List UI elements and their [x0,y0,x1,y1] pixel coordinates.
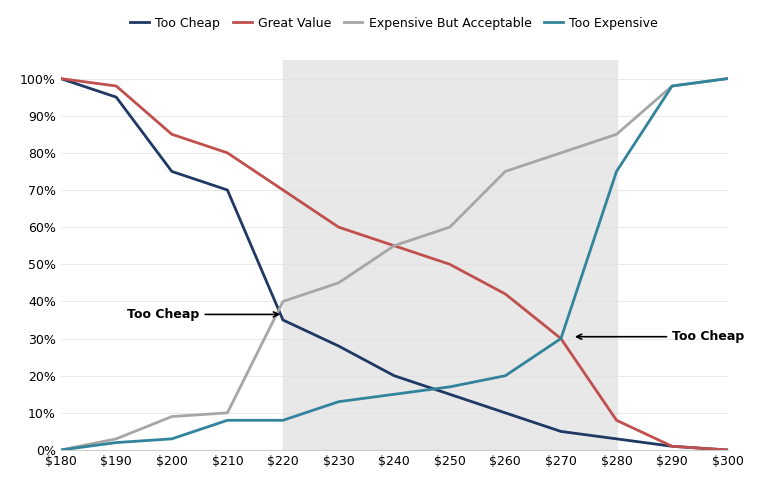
Legend: Too Cheap, Great Value, Expensive But Acceptable, Too Expensive: Too Cheap, Great Value, Expensive But Ac… [126,12,662,34]
Text: Too Cheap: Too Cheap [577,330,744,343]
Bar [283,60,616,450]
Text: Too Cheap: Too Cheap [127,308,278,321]
